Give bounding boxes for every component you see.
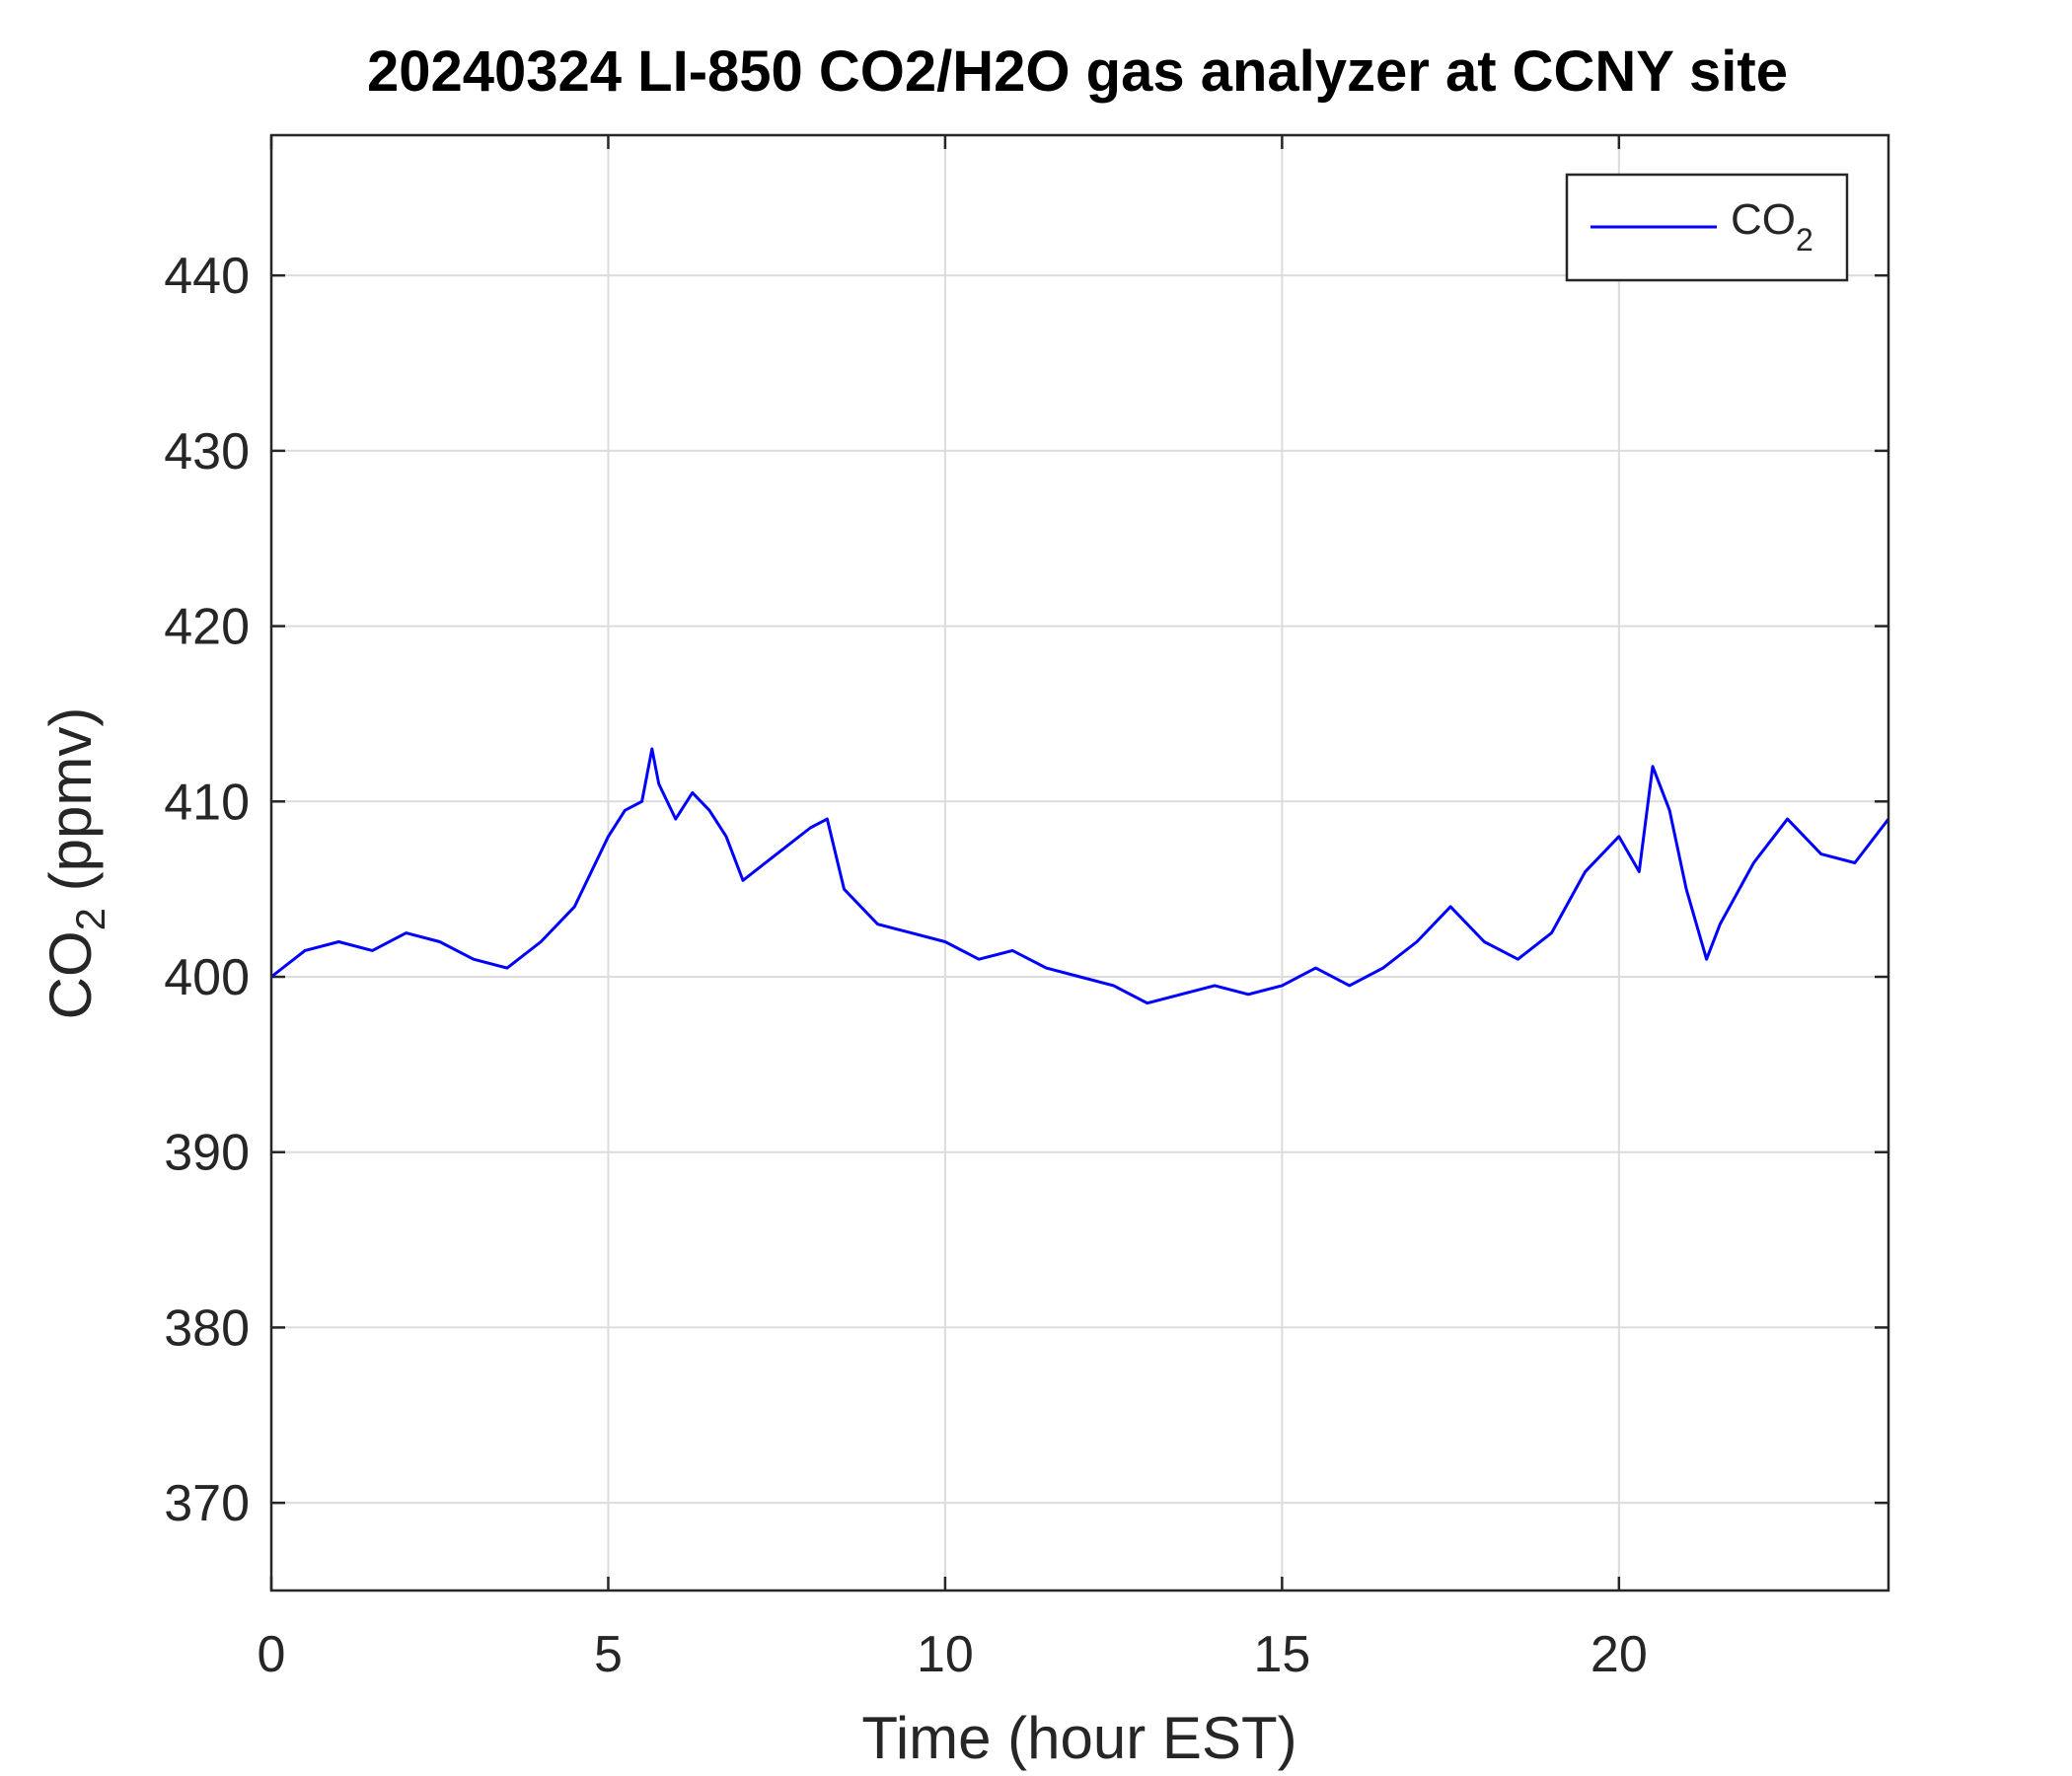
y-tick-label: 410 [164,774,250,831]
y-tick-label: 430 [164,423,250,481]
y-axis-label-subscript: 2 [67,908,113,930]
plot-frame [269,133,1890,1592]
y-axis-label-unit: (ppmv) [37,707,104,908]
y-axis-label-base: CO [37,930,104,1019]
x-tick-label: 15 [1253,1626,1310,1683]
y-tick-label: 390 [164,1125,250,1182]
chart-title: 20240324 LI-850 CO2/H2O gas analyzer at … [367,39,1788,104]
x-tick-labels: 0 5 10 15 20 [258,1626,1648,1683]
x-tick-label: 5 [594,1626,623,1683]
y-tick-labels: 370 380 390 400 410 420 430 440 [164,248,250,1532]
axis-ticks [269,135,1888,1591]
x-tick-label: 0 [258,1626,286,1683]
y-tick-label: 370 [164,1475,250,1532]
x-tick-label: 20 [1591,1626,1648,1683]
legend: CO2 [1565,173,1849,282]
legend-label: CO2 [1731,195,1813,258]
y-tick-label: 440 [164,248,250,305]
y-tick-label: 400 [164,949,250,1006]
y-axis-label: CO2 (ppmv) [37,707,113,1020]
legend-label-base: CO [1731,195,1796,244]
co2-series-line [270,747,1890,1005]
grid-lines [271,135,1888,1591]
x-tick-label: 10 [917,1626,974,1683]
series-layer [270,747,1890,1005]
legend-label-subscript: 2 [1796,222,1813,258]
y-tick-label: 380 [164,1299,250,1357]
x-axis-label: Time (hour EST) [861,1705,1296,1771]
plot-area [271,135,1888,1591]
y-tick-label: 420 [164,599,250,656]
